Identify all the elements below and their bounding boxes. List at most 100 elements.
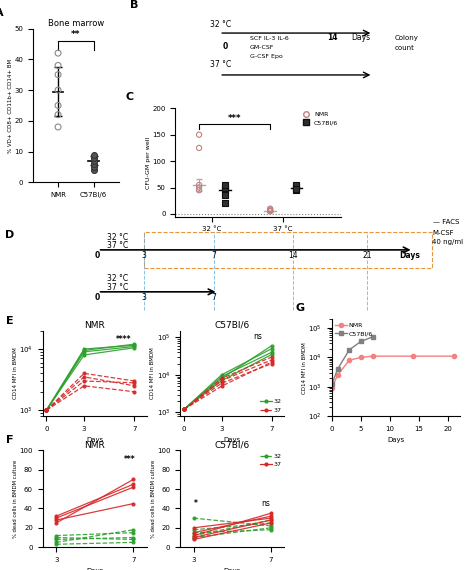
Title: NMR: NMR [84, 321, 105, 330]
Point [292, 184, 300, 193]
X-axis label: Days: Days [387, 437, 404, 443]
Point [195, 130, 203, 139]
Text: 37 °C: 37 °C [107, 241, 128, 250]
Point [54, 110, 62, 119]
Text: 0: 0 [95, 251, 100, 260]
X-axis label: Days: Days [86, 437, 103, 443]
Point [195, 183, 203, 192]
Point [266, 207, 274, 216]
Text: E: E [6, 316, 14, 326]
Title: NMR: NMR [84, 441, 105, 450]
Y-axis label: CD14 MFI in BMDM: CD14 MFI in BMDM [13, 348, 18, 399]
NMR [410, 353, 416, 360]
Text: 32 °C: 32 °C [210, 20, 231, 29]
Text: SCF IL-3 IL-6: SCF IL-3 IL-6 [250, 36, 289, 41]
X-axis label: Days: Days [224, 568, 241, 570]
Text: 37 °C: 37 °C [107, 283, 128, 292]
Text: ns: ns [261, 499, 270, 507]
Point [292, 180, 300, 189]
Y-axis label: CD14 MFI in BMDM: CD14 MFI in BMDM [302, 342, 307, 393]
Text: ****: **** [116, 335, 131, 344]
Point [54, 70, 62, 79]
Y-axis label: % dead cells in BMDM culture: % dead cells in BMDM culture [151, 459, 155, 538]
Point [54, 86, 62, 95]
Text: G-CSF Epo: G-CSF Epo [250, 54, 283, 59]
Point [266, 204, 274, 213]
NMR [358, 354, 364, 361]
Point [221, 199, 229, 208]
Point [195, 180, 203, 189]
Title: C57Bl/6: C57Bl/6 [215, 441, 250, 450]
Text: ***: *** [228, 114, 241, 123]
Legend: NMR, C57Bl/6: NMR, C57Bl/6 [300, 111, 338, 125]
Point [221, 180, 229, 189]
Text: 7: 7 [211, 293, 216, 302]
Text: A: A [0, 8, 3, 18]
Text: ***: *** [124, 455, 136, 464]
Title: C57Bl/6: C57Bl/6 [215, 321, 250, 330]
X-axis label: Days: Days [86, 568, 103, 570]
Title: Bone marrow: Bone marrow [48, 19, 104, 28]
Point [54, 123, 62, 132]
Point [266, 205, 274, 214]
C57Bl/6 [329, 381, 335, 388]
C57Bl/6 [335, 365, 340, 372]
Text: 0: 0 [95, 293, 100, 302]
NMR [329, 385, 335, 392]
Text: 37 °C: 37 °C [210, 60, 231, 69]
Text: 14: 14 [288, 251, 298, 260]
Bar [144, 231, 432, 268]
Y-axis label: % VD+ CD8+ CD11b+ CD14+ BM: % VD+ CD8+ CD11b+ CD14+ BM [8, 58, 13, 153]
C57Bl/6 [370, 333, 375, 340]
Y-axis label: CD14 MFI in BMDM: CD14 MFI in BMDM [150, 348, 155, 399]
Line: C57Bl/6: C57Bl/6 [330, 335, 374, 386]
Point [54, 101, 62, 110]
Text: B: B [130, 0, 138, 10]
Y-axis label: CFU-GM per well: CFU-GM per well [146, 136, 151, 189]
Point [54, 48, 62, 58]
Text: Days: Days [352, 33, 371, 42]
Text: *: * [194, 499, 198, 507]
Text: 40 ng/ml: 40 ng/ml [432, 239, 463, 246]
C57Bl/6 [358, 338, 364, 345]
Text: — FACS: — FACS [433, 219, 460, 225]
Text: F: F [6, 434, 14, 445]
NMR [370, 353, 375, 360]
Text: G: G [296, 303, 305, 314]
Line: NMR: NMR [330, 354, 456, 390]
Legend: 32, 37: 32, 37 [260, 453, 281, 467]
Point [292, 182, 300, 191]
Text: 3: 3 [142, 251, 146, 260]
Point [292, 183, 300, 192]
Point [90, 150, 98, 159]
X-axis label: Days: Days [224, 437, 241, 443]
Text: Colony: Colony [395, 35, 419, 41]
Point [54, 61, 62, 70]
Text: 32 °C: 32 °C [107, 233, 128, 242]
Text: 32 °C: 32 °C [107, 274, 128, 283]
Text: 14: 14 [327, 33, 337, 42]
Legend: 32, 37: 32, 37 [260, 399, 281, 413]
Point [90, 160, 98, 169]
Point [266, 206, 274, 215]
NMR [346, 357, 352, 364]
NMR [451, 353, 457, 360]
Point [221, 191, 229, 200]
Point [90, 156, 98, 165]
Text: 21: 21 [362, 251, 372, 260]
Point [195, 144, 203, 153]
Point [195, 186, 203, 195]
Text: 0: 0 [222, 42, 228, 51]
Text: **: ** [71, 30, 81, 39]
Point [90, 162, 98, 172]
Point [221, 183, 229, 192]
C57Bl/6 [346, 347, 352, 353]
Text: ns: ns [253, 332, 262, 341]
Point [90, 153, 98, 162]
Text: count: count [395, 45, 415, 51]
Text: GM-CSF: GM-CSF [250, 45, 274, 50]
Y-axis label: % dead cells in BMDM culture: % dead cells in BMDM culture [13, 459, 18, 538]
Point [221, 186, 229, 195]
Text: C: C [126, 92, 134, 101]
Text: M-CSF: M-CSF [432, 230, 454, 237]
